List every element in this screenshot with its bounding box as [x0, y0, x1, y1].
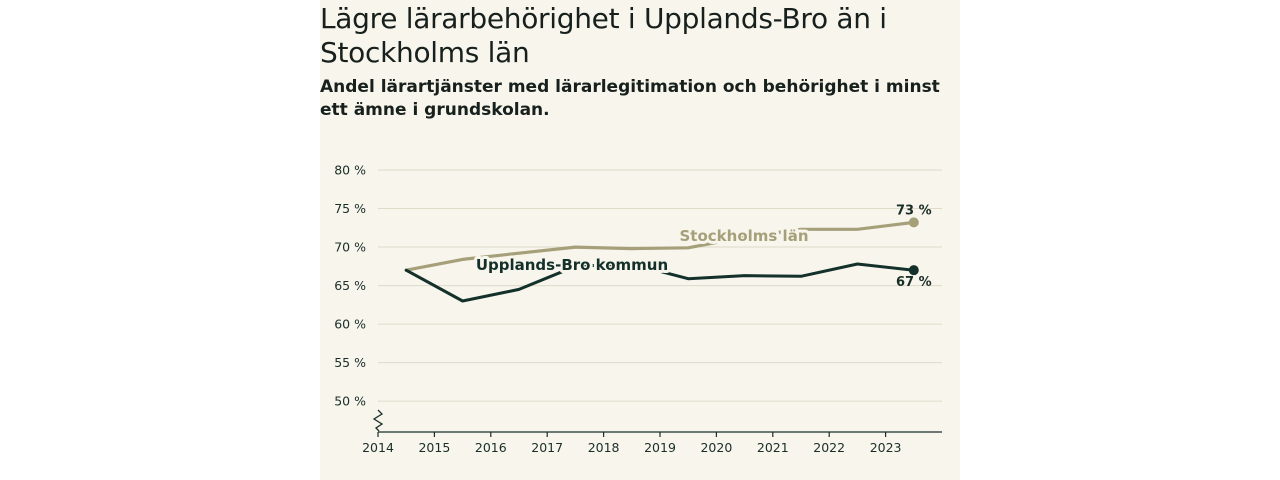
- y-tick-label: 75 %: [334, 201, 366, 216]
- x-tick-label: 2020: [700, 440, 732, 455]
- y-tick-label: 80 %: [334, 163, 366, 178]
- x-tick-label: 2017: [531, 440, 563, 455]
- y-tick-label: 60 %: [334, 317, 366, 332]
- y-axis-ticks: 50 % 55 % 60 % 65 % 70 % 75 % 80 %: [334, 163, 366, 409]
- x-tick-label: 2019: [644, 440, 676, 455]
- x-tick-label: 2016: [475, 440, 507, 455]
- y-tick-label: 50 %: [334, 394, 366, 409]
- chart-title: Lägre lärarbehörighet i Upplands-Bro än …: [320, 2, 887, 69]
- series-line-stockholms-lan: [404, 220, 916, 272]
- x-axis: 2014 2015 2016 2017 2018 2019 2020 2021 2022 2023: [362, 409, 942, 455]
- series-labels: Stockholms län Upplands-Bro kommun 73 % 67 …: [473, 203, 932, 290]
- x-tick-label: 2023: [870, 440, 902, 455]
- end-value-label-upplands-bro: 67 %: [896, 275, 932, 290]
- end-value-label-stockholms-lan: 73 %: [896, 203, 932, 218]
- line-chart: 50 %55 %60 %65 %70 %75 %80 % 2014 2015 201…: [334, 163, 942, 455]
- y-tick-label: 55 %: [334, 355, 366, 370]
- series-end-marker-stockholms-lan: [908, 217, 919, 228]
- y-tick-label: 65 %: [334, 278, 366, 293]
- gridlines: [378, 169, 942, 402]
- x-tick-label: 2021: [757, 440, 789, 455]
- series-line-upplands-bro: [404, 262, 916, 303]
- y-tick-label: 70 %: [334, 240, 366, 255]
- chart-subtitle: Andel lärartjänster med lärarlegitimatio…: [320, 77, 940, 120]
- axis-break-icon: [372, 409, 384, 432]
- series-lines: [404, 217, 919, 303]
- series-name-upplands-bro: Upplands-Bro kommun: [476, 256, 668, 274]
- x-tick-label: 2022: [813, 440, 845, 455]
- x-tick-label: 2018: [588, 440, 620, 455]
- series-end-marker-upplands-bro: [908, 265, 919, 276]
- series-name-stockholms-lan: Stockholms län: [680, 227, 809, 245]
- x-tick-label: 2015: [418, 440, 450, 455]
- x-tick-label: 2014: [362, 440, 394, 455]
- chart-card: Lägre lärarbehörighet i Upplands-Bro än …: [320, 0, 960, 480]
